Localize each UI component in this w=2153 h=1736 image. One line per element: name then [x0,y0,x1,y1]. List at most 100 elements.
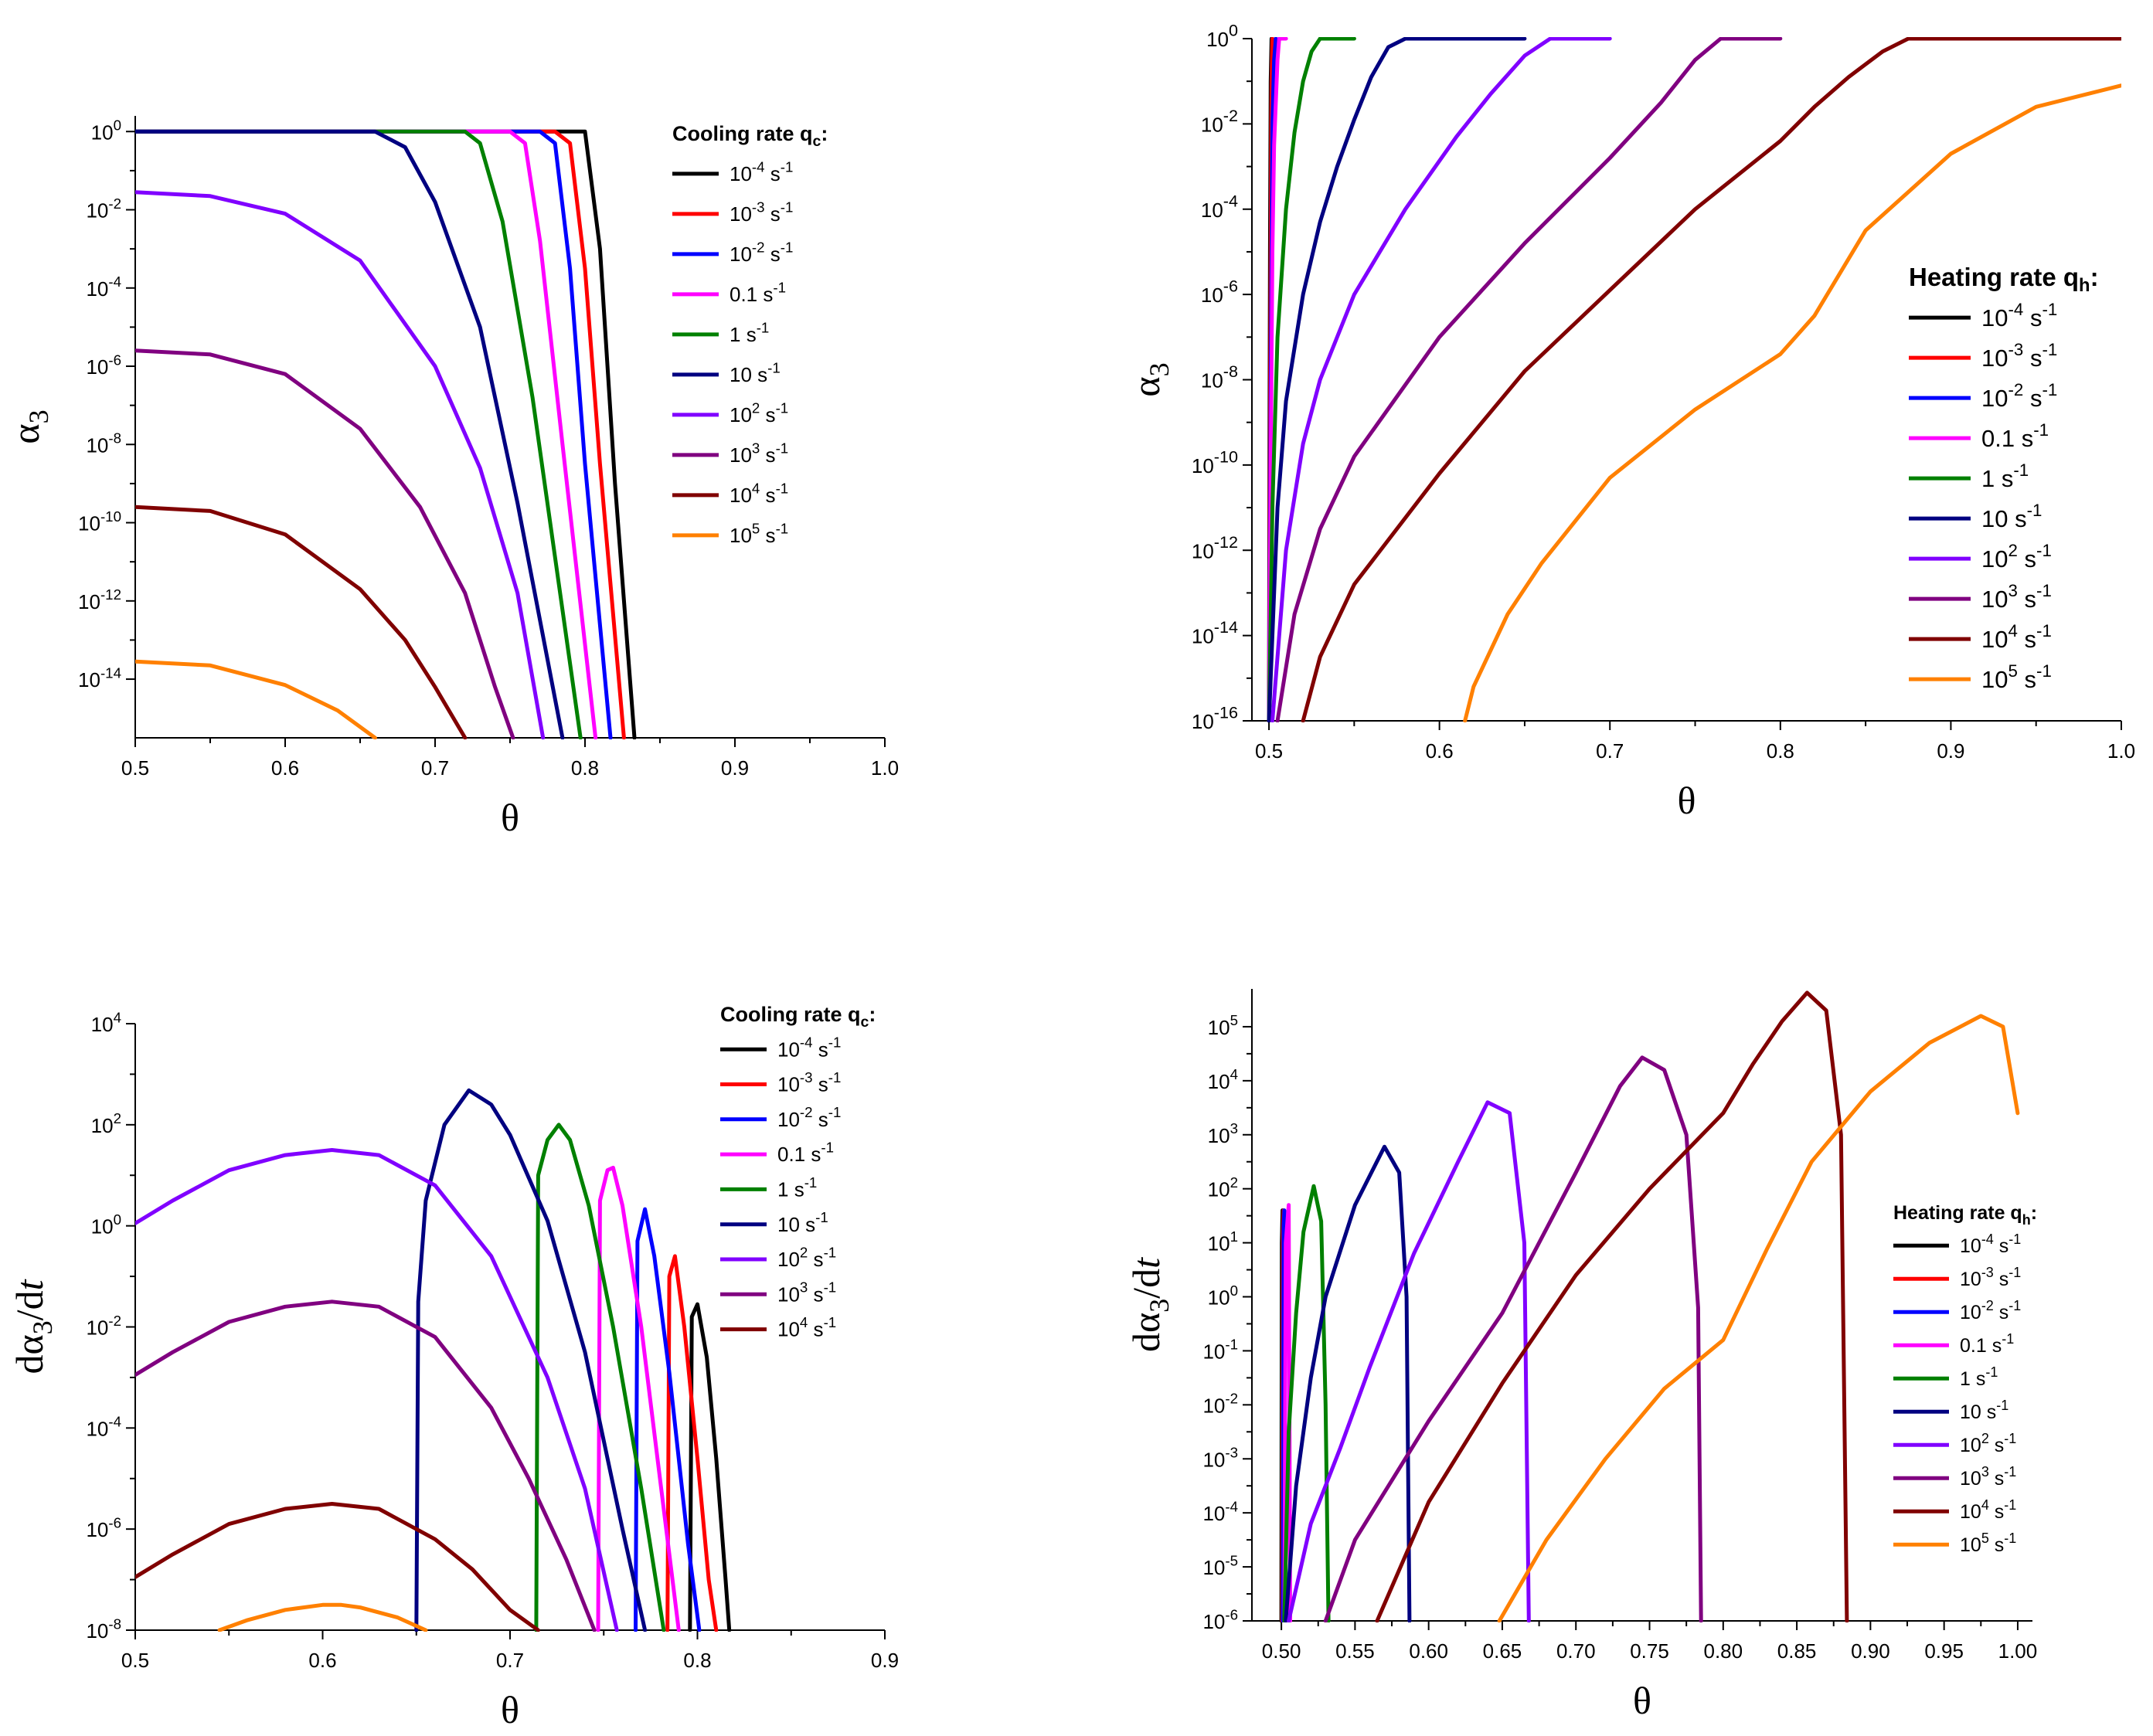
y-tick-label: 10-8 [86,430,121,457]
legend-title: Heating rate qh: [1893,1202,2037,1228]
legend-entry-label: 10-2 s-1 [777,1104,841,1131]
series-line-10 [414,1088,648,1632]
series-line-1e-3 [665,1254,719,1632]
x-tick-label: 0.8 [1767,739,1794,763]
y-tick-label: 10-14 [78,664,121,691]
legend-entry-label: 10-3 s-1 [1960,1265,2021,1290]
x-axis-label: θ [1633,1679,1651,1722]
y-tick-label: 10-12 [1192,532,1238,563]
series-line-1 [135,129,583,739]
legend-entry-label: 1 s-1 [730,319,769,346]
series-line-1e5 [1497,1014,2020,1622]
x-tick-label: 1.0 [871,756,899,780]
y-tick-label: 10-1 [1202,1337,1238,1364]
legend-entry-label: 104 s-1 [1960,1497,2016,1523]
legend-entry-label: 0.1 s-1 [730,279,786,306]
x-tick-label: 0.65 [1483,1639,1522,1663]
series-line-1e3 [1323,1055,1703,1622]
legend-entry-label: 1 s-1 [777,1174,817,1201]
y-tick-label: 10-2 [86,1313,121,1340]
y-tick-label: 101 [1208,1228,1238,1255]
legend-title: Cooling rate qc: [720,1003,876,1031]
y-tick-label: 10-4 [86,1414,121,1441]
legend-entry-label: 102 s-1 [777,1244,836,1271]
x-tick-label: 0.6 [308,1649,336,1672]
y-tick-label: 104 [91,1009,121,1036]
y-axis-label: α3 [1124,362,1175,396]
series-line-1e4 [135,1502,540,1632]
y-tick-label: 102 [91,1110,121,1137]
legend-entry-label: 10-4 s-1 [730,158,793,185]
legend: Heating rate qh: 10-4 s-1 10-3 s-1 10-2 s-1… [1893,1202,2037,1556]
series-line-1e-2 [634,1207,702,1632]
x-tick-label: 0.6 [1426,739,1454,763]
x-tick-label: 0.5 [121,756,149,780]
x-tick-label: 0.5 [1255,739,1283,763]
legend-entry-label: 10 s-1 [730,359,781,386]
y-tick-label: 10-4 [86,273,121,301]
x-tick-label: 0.7 [421,756,449,780]
x-tick-label: 0.6 [271,756,299,780]
legend-entry-label: 10-2 s-1 [1981,380,2057,412]
series-line-0.1 [1267,37,1288,722]
y-tick-label: 103 [1208,1120,1238,1147]
y-tick-label: 104 [1208,1066,1238,1093]
legend-entry-label: 102 s-1 [1981,541,2052,572]
series-line-1e5 [1463,83,2121,722]
y-tick-label: 10-6 [86,1514,121,1541]
x-tick-label: 1.00 [1998,1639,2038,1663]
legend-entry-label: 10-2 s-1 [730,239,793,266]
x-axis-label: θ [501,796,519,839]
legend: Cooling rate qc: 10-4 s-1 10-3 s-1 10-2 s-1… [672,122,828,547]
series-line-10 [1284,1144,1412,1622]
x-tick-label: 0.9 [1937,739,1964,763]
legend-entry-label: 10 s-1 [1981,501,2042,532]
legend-entry-label: 0.1 s-1 [777,1140,834,1167]
y-tick-label: 10-6 [1201,277,1238,307]
series-line-1e3 [135,1299,597,1632]
x-tick-label: 0.55 [1335,1639,1375,1663]
legend: Cooling rate qc: 10-4 s-1 10-3 s-1 10-2 s-1… [720,1003,876,1341]
y-tick-label: 10-2 [1202,1391,1238,1418]
x-tick-label: 0.85 [1777,1639,1817,1663]
y-tick-label: 10-12 [78,586,121,613]
chart-p4: 0.50 0.55 0.60 0.65 0.70 0.75 0.80 0.85 0.90 0.95… [1124,989,2037,1722]
legend-entry-label: 104 s-1 [1981,621,2052,653]
chart-p1: 0.5 0.6 0.7 0.8 0.9 1.0 100 10-2 10-4 10-6 10-8 10-… [4,116,899,839]
series-line-1e2 [1287,1100,1531,1622]
y-tick-label: 10-4 [1202,1498,1238,1525]
y-tick-label: 10-8 [86,1615,121,1643]
x-tick-label: 1.0 [2107,739,2135,763]
legend-entry-label: 103 s-1 [1960,1464,2016,1490]
legend-entry-label: 102 s-1 [1960,1431,2016,1456]
series-line-1e2 [135,190,546,739]
legend-entry-label: 105 s-1 [730,520,788,547]
legend-title: Heating rate qh: [1909,263,2099,296]
x-tick-label: 0.80 [1704,1639,1743,1663]
x-axis-label: θ [1678,779,1696,822]
y-axis-label: α3 [4,409,54,443]
legend-entry-label: 10-3 s-1 [730,199,793,226]
series-line-1 [534,1123,666,1632]
x-tick-label: 0.7 [496,1649,524,1672]
series-line-1e4 [1375,990,1849,1622]
y-tick-label: 10-5 [1202,1552,1238,1579]
legend-entry-label: 0.1 s-1 [1960,1331,2014,1357]
legend-entry-label: 103 s-1 [1981,581,2052,613]
legend-entry-label: 1 s-1 [1981,460,2029,492]
legend-entry-label: 10-3 s-1 [777,1069,841,1096]
y-tick-label: 100 [1208,1282,1238,1310]
x-axis-label: θ [501,1688,519,1731]
x-tick-label: 0.9 [721,756,749,780]
x-tick-label: 0.7 [1596,739,1624,763]
y-tick-label: 10-6 [86,352,121,379]
series-line-1e3 [1275,37,1783,722]
series-group [1267,37,2121,722]
legend-entry-label: 102 s-1 [730,399,788,426]
legend-entry-label: 10-4 s-1 [1960,1232,2021,1257]
series-line-10 [1267,37,1527,722]
y-tick-label: 10-8 [1201,362,1238,392]
series-line-1e-4 [688,1302,732,1632]
y-tick-label: 10-2 [86,195,121,223]
y-tick-label: 10-2 [1201,106,1238,137]
